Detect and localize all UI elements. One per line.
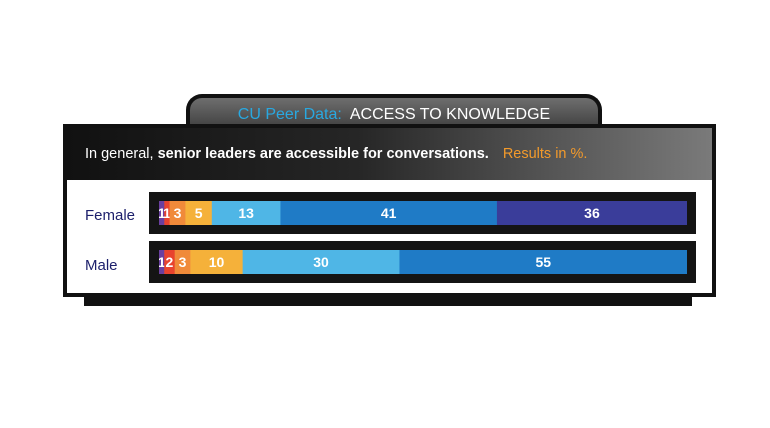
bar-segment-female-1 bbox=[164, 201, 171, 225]
chart-title: ACCESS TO KNOWLEDGE bbox=[349, 106, 551, 123]
data-label-female-5: 41 bbox=[381, 205, 397, 221]
bar-segment-female-5 bbox=[280, 201, 498, 225]
data-label-male-0: 1 bbox=[159, 254, 166, 270]
bar-segment-male-0 bbox=[159, 250, 165, 274]
bar-segment-female-2 bbox=[169, 201, 186, 225]
data-label-male-4: 30 bbox=[313, 254, 329, 270]
data-label-female-6: 36 bbox=[584, 205, 600, 221]
data-label-female-3: 5 bbox=[195, 205, 203, 221]
chart-panel: In general, senior leaders are accessibl… bbox=[63, 124, 716, 297]
data-label-male-3: 10 bbox=[209, 254, 225, 270]
data-label-female-0: 1 bbox=[159, 205, 166, 221]
data-label-female-2: 3 bbox=[174, 205, 182, 221]
bar-segment-male-5 bbox=[399, 250, 687, 274]
results-note: Results in %. bbox=[502, 146, 588, 162]
chart-subtitle: In general, senior leaders are accessibl… bbox=[67, 128, 712, 180]
bar-female: 11 3 5 13 41 36 bbox=[159, 201, 687, 225]
category-label-male: Male bbox=[85, 257, 118, 274]
data-label-female-4: 13 bbox=[238, 205, 254, 221]
subtitle-statement: senior leaders are accessible for conver… bbox=[157, 146, 489, 162]
bar-segment-male-3 bbox=[190, 250, 244, 274]
bar-segment-female-3 bbox=[185, 201, 213, 225]
data-label-male-5: 55 bbox=[535, 254, 551, 270]
bar-segment-male-1 bbox=[164, 250, 176, 274]
tab-label: CU Peer Data: bbox=[237, 106, 342, 123]
bar-segment-male-2 bbox=[174, 250, 191, 274]
bar-male: 1 2 3 10 30 55 bbox=[159, 250, 687, 274]
bar-segment-female-6 bbox=[496, 201, 687, 225]
subtitle-prefix: In general, bbox=[85, 146, 158, 162]
data-label-male-1: 2 bbox=[166, 254, 174, 270]
data-label-female-1: 1 bbox=[163, 205, 171, 221]
category-label-female: Female bbox=[85, 207, 136, 224]
bar-segment-female-0 bbox=[159, 201, 165, 225]
data-label-male-2: 3 bbox=[179, 254, 187, 270]
bar-segment-female-4 bbox=[211, 201, 281, 225]
bar-segment-male-4 bbox=[242, 250, 400, 274]
